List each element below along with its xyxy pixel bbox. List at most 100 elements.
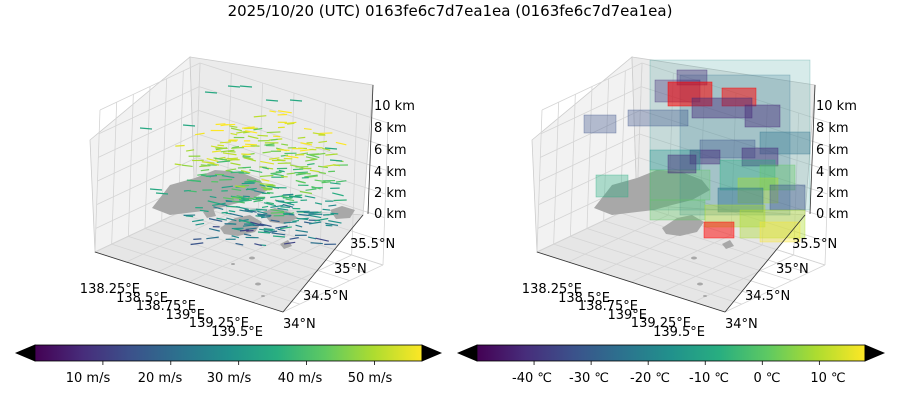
z-tick-label: 6 km [374,143,407,158]
wind-arrow [248,197,261,201]
wind-arrow [309,169,320,173]
wind-arrow [226,217,237,222]
temperature-voxel [721,87,757,107]
colorbar-tick-label: 10 m/s [66,371,111,386]
wind-arrow [282,196,292,199]
temperature-voxel [739,209,806,239]
wind-arrow [227,85,241,88]
wind-arrow [197,173,207,176]
wind-arrow [284,241,296,245]
wind-arrow [186,179,201,182]
wind-arrow [216,160,231,163]
wind-arrow [224,157,239,160]
wind-arrow [297,136,306,139]
wind-arrow [253,127,263,131]
x-axis-line [536,251,726,313]
z-tick-label: 4 km [816,165,849,180]
y-axis-line [282,214,364,313]
temperature-voxel [583,114,617,134]
wind-arrow [259,174,274,178]
colorbar-tick-labels: -40 ℃ -30 ℃ -20 ℃ -10 ℃ 0 ℃ 10 ℃ [512,371,846,386]
wind-arrow [220,149,235,153]
wind-arrow [185,215,194,218]
wind-arrow [325,153,338,156]
wind-arrow [242,224,256,227]
temperature-3d-panel: 138.25°E 138.5°E 138.75°E 139°E 139.25°E… [522,56,857,340]
colorbar-ticks [102,361,375,365]
temperature-voxel [649,199,706,221]
wind-arrow [286,212,294,216]
wind-arrow [271,232,286,236]
x-tick-label: 138.75°E [578,299,638,314]
grid-line [199,86,388,148]
wind-arrow [264,143,275,146]
wind-arrow [275,225,288,229]
wind-arrow [245,130,258,134]
y-tick-label: 34°N [283,317,316,332]
wind-arrow [261,205,269,209]
temperature-voxel [691,97,753,119]
wind-arrow [262,166,269,170]
wind-arrow [295,179,306,184]
wind-arrow [243,157,257,162]
grid-line [99,62,201,111]
y-tick-label: 34°N [725,317,758,332]
wind-arrow [322,208,331,211]
wind-arrow [298,213,310,217]
wind-arrow [318,171,327,175]
wind-arrow [241,153,251,156]
wind-arrow [195,222,205,226]
wind-arrow [228,150,236,153]
wind-arrow [238,218,246,222]
grid-line [553,243,742,305]
wind-arrow [206,161,220,166]
x-tick-labels: 138.25°E 138.5°E 138.75°E 139°E 139.25°E… [522,282,705,340]
wind-arrow [323,213,334,216]
grid-line [199,62,389,124]
wind-arrow [240,169,251,174]
wind-arrow [239,229,249,232]
grid-line [178,212,367,274]
grid-line [161,220,350,282]
wind-arrow [230,195,245,200]
wind-arrow [328,204,337,207]
wind-arrow [294,194,303,197]
wind-arrow [318,165,328,169]
wind-arrow [246,229,254,232]
grid-line [197,133,386,195]
grid-line [98,109,199,158]
wind-arrow [261,215,271,219]
z-tick-label: 10 km [374,99,415,114]
wind-arrow [199,165,211,168]
wind-arrow [229,125,238,128]
wind-arrow [221,185,234,189]
wind-arrow [282,203,294,208]
wind-arrow [307,163,315,166]
wind-arrow [223,197,234,200]
x-tick-label: 138.25°E [522,282,582,297]
temperature-voxel [759,164,796,191]
wind-arrow [260,160,275,165]
wind-arrow [214,157,228,161]
wind-arrow [266,131,281,134]
temperature-voxel [689,149,721,165]
wind-arrow [231,146,245,149]
wind-arrow [305,188,317,191]
wind-arrow [306,153,320,159]
grid-line [98,86,200,135]
wind-arrow [246,188,255,191]
wind-arrow [310,242,323,245]
wind-arrow [259,184,266,187]
wind-arrow [213,206,224,211]
z-tick-label: 6 km [816,143,849,158]
wind-arrow [257,231,271,234]
temperature-colorbar: -40 ℃ -30 ℃ -20 ℃ -10 ℃ 0 ℃ 10 ℃ [456,344,886,386]
colorbar-tick-label: -40 ℃ [512,371,552,386]
grid-line [541,62,643,111]
wind-arrow [307,236,317,240]
z-tick-label: 2 km [374,186,407,201]
wind-arrow [282,193,294,196]
grid-line [570,235,759,297]
grid-line [603,220,792,282]
